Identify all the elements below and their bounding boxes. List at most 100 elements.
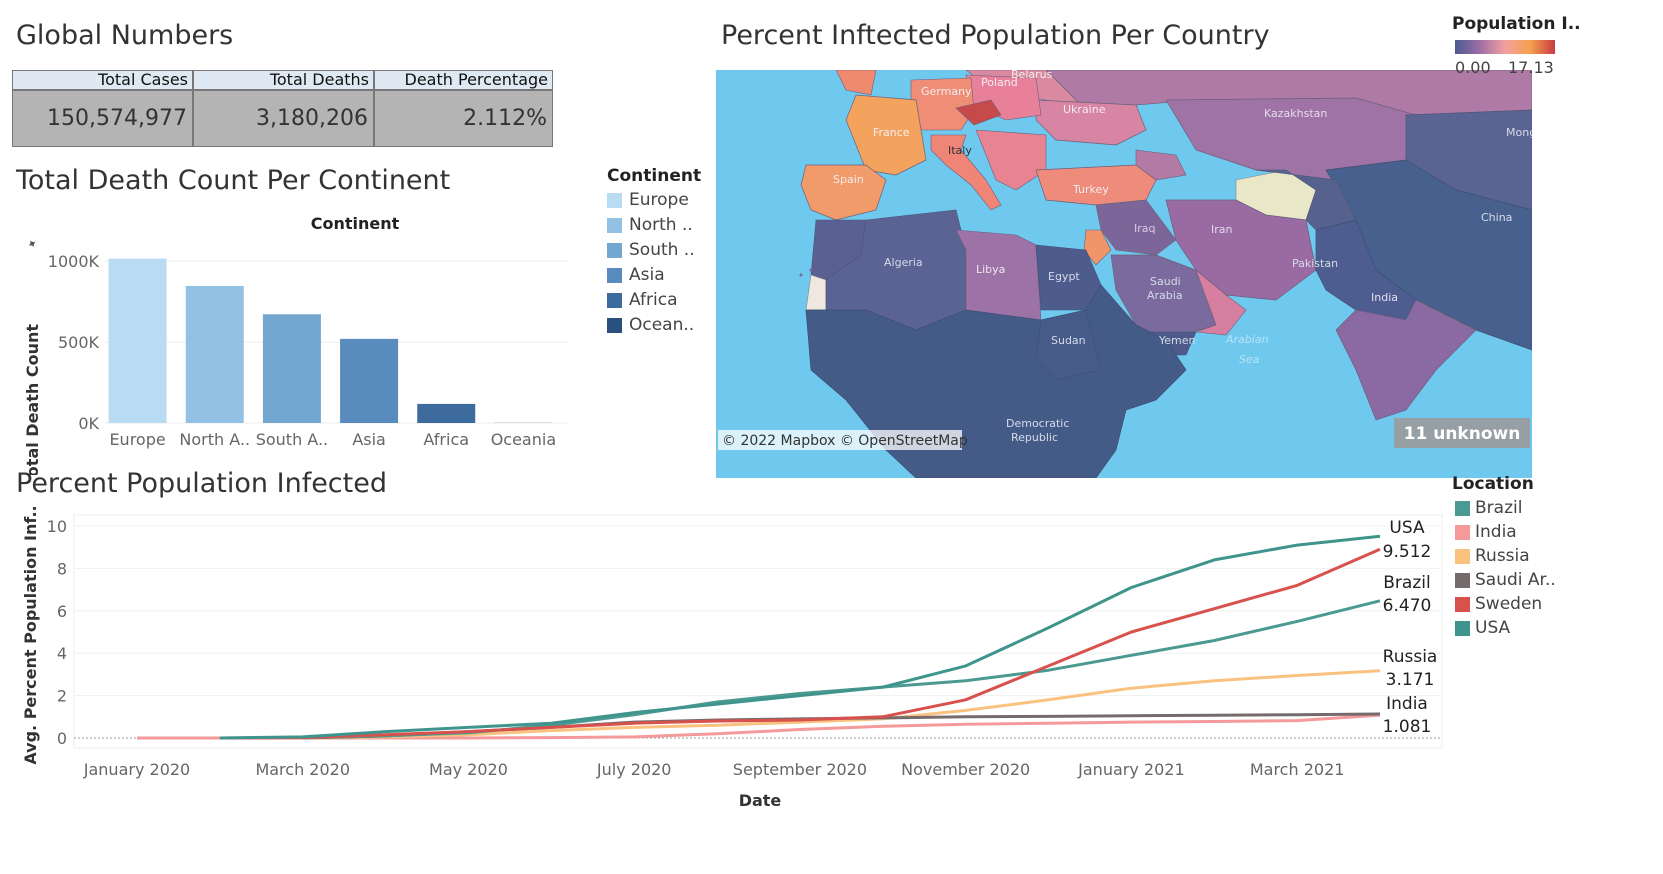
bar-africa[interactable] — [417, 403, 476, 423]
map-label-ukraine: Ukraine — [1063, 103, 1106, 116]
map-label-yemen: Yemen — [1158, 334, 1196, 347]
legend-label-oceania[interactable]: Ocean.. — [629, 315, 695, 335]
map-legend-min: 0.00 — [1455, 58, 1491, 77]
map-label-kazakhstan: Kazakhstan — [1264, 107, 1327, 120]
line-y-tick: 8 — [57, 559, 67, 578]
line-y-axis-label: Avg. Percent Population Inf.. — [21, 505, 40, 764]
map-label-saudi: Saudi — [1150, 275, 1181, 288]
line-x-tick: March 2021 — [1250, 760, 1345, 779]
legend-swatch-usa[interactable] — [1455, 621, 1470, 636]
legend-label-india[interactable]: India — [1475, 522, 1517, 542]
legend-swatch-europe[interactable] — [607, 193, 622, 208]
map-legend-max: 17.13 — [1508, 58, 1554, 77]
end-label-india-name: India — [1386, 694, 1428, 714]
continent-axis-header: Continent — [311, 214, 400, 233]
legend-swatch-oceania[interactable] — [607, 318, 622, 333]
legend-swatch-north-america[interactable] — [607, 218, 622, 233]
legend-swatch-asia[interactable] — [607, 268, 622, 283]
end-label-brazil-name: Brazil — [1383, 573, 1430, 593]
legend-swatch-russia[interactable] — [1455, 549, 1470, 564]
percent-infected-line-chart: Avg. Percent Population Inf.. Date 0 2 4 6 8… — [21, 505, 1443, 810]
legend-swatch-brazil[interactable] — [1455, 501, 1470, 516]
map-label-pakistan: Pakistan — [1292, 257, 1338, 270]
map-label-turkey: Turkey — [1072, 183, 1109, 196]
bar-asia[interactable] — [340, 338, 399, 423]
bar-x-tick: Africa — [423, 430, 469, 449]
location-legend: Brazil India Russia Saudi Ar.. Sweden US… — [1455, 498, 1605, 648]
legend-swatch-sweden[interactable] — [1455, 597, 1470, 612]
bar-x-tick: Europe — [109, 430, 165, 449]
map-label-spain: Spain — [833, 173, 864, 186]
legend-label-usa[interactable]: USA — [1475, 618, 1511, 638]
sort-icon[interactable]: ✦ — [25, 235, 41, 252]
legend-label-brazil[interactable]: Brazil — [1475, 498, 1523, 518]
line-y-tick: 0 — [57, 729, 67, 748]
legend-label-europe[interactable]: Europe — [629, 190, 689, 210]
map-attribution[interactable]: © 2022 Mapbox © OpenStreetMap — [722, 433, 968, 449]
end-label-usa-value: 9.512 — [1383, 542, 1432, 562]
legend-label-south-america[interactable]: South .. — [629, 240, 695, 260]
bar-x-tick: Asia — [352, 430, 386, 449]
line-x-axis-label: Date — [739, 791, 782, 810]
bar-x-tick: North A.. — [179, 430, 250, 449]
legend-swatch-saudi[interactable] — [1455, 573, 1470, 588]
series-line-russia[interactable] — [302, 669, 1381, 740]
map-label-democratic: Democratic — [1006, 417, 1069, 430]
end-label-india-value: 1.081 — [1383, 717, 1432, 737]
legend-label-saudi[interactable]: Saudi Ar.. — [1475, 570, 1556, 590]
legend-label-asia[interactable]: Asia — [629, 265, 665, 285]
map-label-iraq: Iraq — [1134, 222, 1156, 235]
map-label-sudan: Sudan — [1051, 334, 1086, 347]
map-label-algeria: Algeria — [884, 256, 923, 269]
line-x-tick: November 2020 — [901, 760, 1030, 779]
legend-swatch-south-america[interactable] — [607, 243, 622, 258]
line-y-tick: 4 — [57, 644, 67, 663]
bar-north-a[interactable] — [185, 285, 244, 423]
bar-south-a[interactable] — [262, 314, 321, 423]
global-numbers-title: Global Numbers — [16, 20, 234, 51]
map-attribution-bg — [718, 430, 962, 450]
bar-y-tick: 0K — [78, 414, 99, 433]
map-label-belarus: Belarus — [1011, 70, 1053, 81]
legend-label-russia[interactable]: Russia — [1475, 546, 1530, 566]
end-label-brazil-value: 6.470 — [1383, 596, 1432, 616]
total-deaths-value[interactable]: 3,180,206 — [193, 90, 374, 147]
bar-y-axis-label: Total Death Count — [23, 324, 42, 475]
bar-x-tick: South A.. — [256, 430, 328, 449]
line-x-tick: May 2020 — [429, 760, 508, 779]
line-chart-title: Percent Population Infected — [16, 468, 387, 499]
map-label-libya: Libya — [976, 263, 1005, 276]
line-x-tick: January 2020 — [83, 760, 190, 779]
map-label-sea: Sea — [1239, 353, 1260, 366]
legend-label-sweden[interactable]: Sweden — [1475, 594, 1543, 614]
unknown-badge[interactable]: 11 unknown — [1404, 424, 1521, 444]
map-legend-gradient — [1455, 40, 1555, 54]
death-percentage-value[interactable]: 2.112% — [374, 90, 553, 147]
line-x-tick: July 2020 — [596, 760, 672, 779]
map-label-egypt: Egypt — [1048, 270, 1080, 283]
unknown-badge-bg — [1394, 418, 1530, 448]
map-label-iran: Iran — [1211, 223, 1233, 236]
total-cases-header: Total Cases — [12, 70, 193, 90]
end-label-usa-name: USA — [1389, 518, 1425, 538]
continent-bar-chart: Continent Total Death Count ✦ 0K 500K 1000… — [23, 214, 568, 475]
legend-label-north-america[interactable]: North .. — [629, 215, 693, 235]
country-map[interactable]: Belarus Poland Germany Ukraine Kazakhsta… — [716, 70, 1532, 478]
continent-legend: Europe North .. South .. Asia Africa Oce… — [607, 190, 707, 340]
line-y-tick: 10 — [47, 517, 67, 536]
total-cases-value[interactable]: 150,574,977 — [12, 90, 193, 147]
map-label-mongolia: Mong — [1506, 126, 1532, 139]
death-percentage-header: Death Percentage — [374, 70, 553, 90]
legend-label-africa[interactable]: Africa — [629, 290, 678, 310]
bar-y-tick: 500K — [58, 333, 100, 352]
continent-legend-title: Continent — [607, 166, 702, 186]
legend-swatch-india[interactable] — [1455, 525, 1470, 540]
bar-y-tick: 1000K — [48, 252, 100, 271]
bar-europe[interactable] — [108, 258, 167, 423]
series-line-sweden[interactable] — [219, 547, 1381, 740]
map-label-china: China — [1481, 211, 1512, 224]
global-numbers-table: Total Cases Total Deaths Death Percentag… — [12, 70, 553, 147]
map-legend-title: Population I.. — [1452, 14, 1581, 34]
legend-swatch-africa[interactable] — [607, 293, 622, 308]
series-line-usa[interactable] — [219, 534, 1381, 740]
